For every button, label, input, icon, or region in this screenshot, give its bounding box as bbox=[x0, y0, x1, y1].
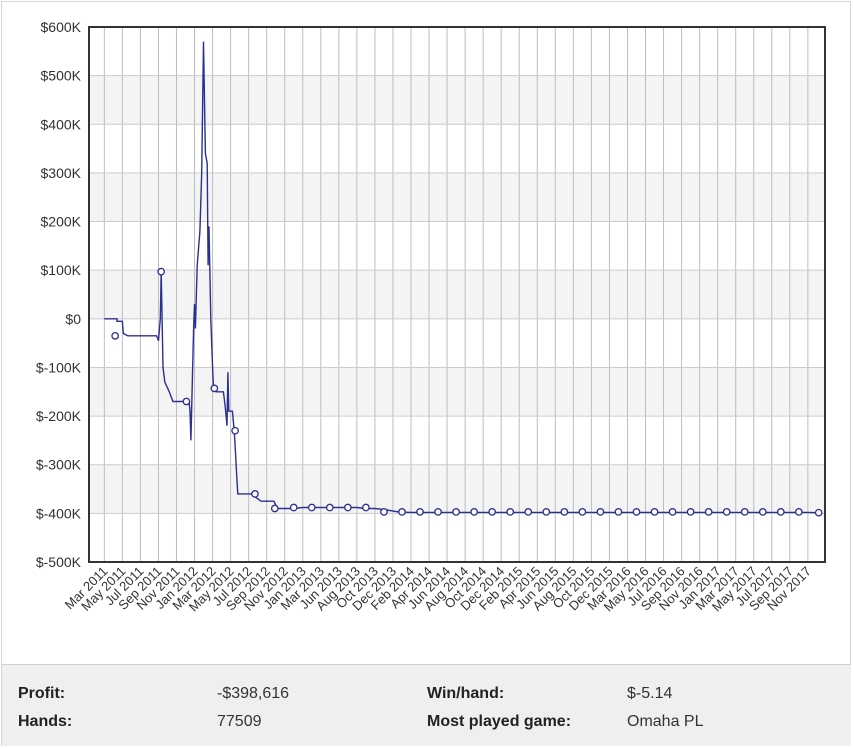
series-marker bbox=[668, 508, 677, 516]
y-tick-label: $-200K bbox=[36, 408, 82, 424]
plot-border bbox=[88, 26, 826, 563]
y-tick-label: $0 bbox=[65, 311, 81, 327]
series-marker bbox=[362, 503, 370, 512]
profit-label: Profit: bbox=[18, 685, 66, 702]
win-per-hand-value: $-5.14 bbox=[627, 685, 673, 702]
y-tick-label: $-100K bbox=[36, 359, 82, 375]
most-played-game-value: Omaha PL bbox=[627, 713, 704, 730]
series-marker bbox=[776, 508, 785, 516]
series-marker bbox=[307, 503, 316, 512]
series-marker bbox=[380, 508, 388, 516]
series-marker bbox=[506, 508, 515, 516]
y-tick-label: $600K bbox=[41, 19, 82, 35]
series-marker bbox=[542, 508, 551, 516]
y-axis-tick-labels: $600K $500K $400K $300K $200K $100K $0 $-100K $-… bbox=[36, 19, 82, 570]
series-marker bbox=[251, 490, 259, 498]
plot-band bbox=[89, 464, 825, 514]
hands-value: 77509 bbox=[217, 713, 262, 730]
plot-bands bbox=[89, 75, 825, 514]
series-marker bbox=[231, 426, 239, 435]
y-tick-label: $200K bbox=[41, 214, 82, 230]
series-marker bbox=[398, 508, 406, 516]
series-marker bbox=[814, 508, 823, 517]
plot-band bbox=[89, 367, 825, 417]
series-marker bbox=[434, 508, 442, 516]
y-tick-label: $400K bbox=[41, 116, 82, 132]
plot-band bbox=[89, 172, 825, 222]
y-tick-label: $-400K bbox=[36, 505, 82, 521]
series-marker bbox=[157, 267, 166, 276]
y-tick-label: $300K bbox=[41, 165, 82, 181]
y-tick-label: $-300K bbox=[36, 457, 82, 473]
series-marker bbox=[560, 508, 569, 516]
profit-value: -$398,616 bbox=[217, 685, 290, 702]
y-tick-label: $100K bbox=[41, 262, 82, 278]
series-marker bbox=[488, 508, 497, 516]
y-tick-label: $500K bbox=[41, 68, 82, 84]
profit-chart: $600K $500K $400K $300K $200K $100K $0 $-100K $-… bbox=[36, 19, 826, 615]
win-per-hand-label: Win/hand: bbox=[427, 685, 505, 702]
series-marker bbox=[632, 508, 641, 516]
series-marker bbox=[270, 504, 279, 513]
series-marker bbox=[722, 508, 731, 516]
series-marker bbox=[210, 384, 219, 393]
y-tick-label: $-500K bbox=[36, 554, 82, 570]
series-marker bbox=[470, 508, 478, 516]
series-marker bbox=[416, 508, 424, 516]
series-marker bbox=[704, 508, 713, 516]
series-marker bbox=[524, 508, 533, 516]
plot-band bbox=[89, 75, 825, 125]
series-marker bbox=[686, 508, 695, 516]
series-marker bbox=[758, 508, 767, 516]
vertical-gridlines bbox=[103, 27, 809, 562]
series-marker bbox=[452, 508, 460, 516]
series-marker bbox=[325, 503, 334, 512]
plot-band bbox=[89, 270, 825, 319]
series-marker bbox=[650, 508, 659, 516]
hands-label: Hands: bbox=[18, 713, 73, 730]
series-marker bbox=[344, 503, 352, 512]
most-played-game-label: Most played game: bbox=[427, 713, 572, 730]
series-marker bbox=[596, 508, 605, 516]
series-marker bbox=[182, 397, 191, 406]
series-marker bbox=[614, 508, 623, 516]
series-marker bbox=[578, 508, 587, 516]
series-marker bbox=[289, 503, 298, 512]
series-marker bbox=[111, 331, 120, 340]
series-marker bbox=[794, 508, 803, 516]
series-marker bbox=[740, 508, 749, 516]
profit-series-markers bbox=[111, 267, 823, 517]
stats-panel: Profit: -$398,616 Hands: 77509 Win/hand:… bbox=[2, 664, 851, 746]
